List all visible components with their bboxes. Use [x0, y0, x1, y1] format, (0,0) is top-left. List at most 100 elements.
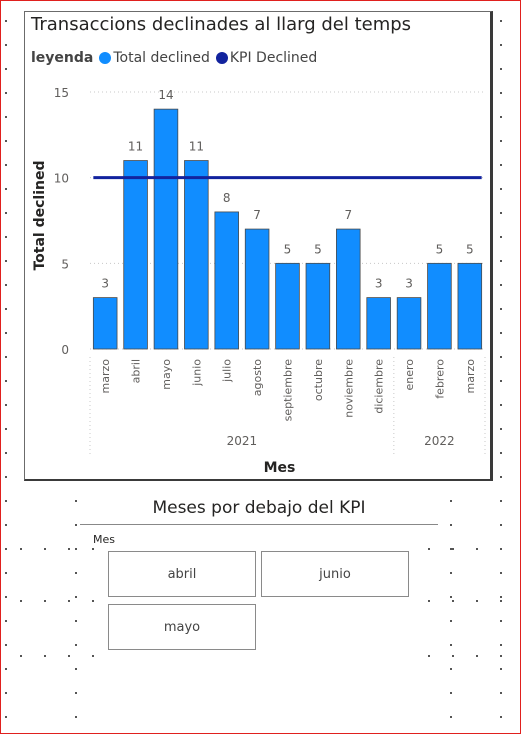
grid-dot: [5, 140, 7, 142]
y-tick-label: 0: [61, 343, 69, 357]
grid-dot: [5, 116, 7, 118]
x-tick-label: abril: [130, 359, 143, 383]
grid-dot: [5, 20, 7, 22]
chart-title: Transaccions declinades al llarg del tem…: [31, 14, 412, 35]
x-tick-label: marzo: [464, 359, 477, 394]
grid-dot: [5, 716, 7, 718]
grid-dot: [500, 548, 502, 550]
grid-dot: [500, 188, 502, 190]
bar-11: [427, 262, 452, 350]
grid-dot: [75, 500, 77, 502]
slicer-divider: [80, 524, 438, 525]
grid-dot: [75, 716, 77, 718]
grid-dot: [500, 380, 502, 382]
grid-dot: [5, 692, 7, 694]
slicer-option-junio[interactable]: junio: [261, 551, 409, 597]
x-tick-label: septiembre: [282, 359, 295, 422]
grid-dot: [500, 308, 502, 310]
slicer-field-label: Mes: [93, 533, 115, 546]
grid-dot: [68, 655, 70, 657]
x-axis-title: Mes: [264, 460, 296, 476]
x-tick-label: julio: [221, 359, 234, 383]
grid-dot: [5, 92, 7, 94]
grid-dot: [92, 655, 94, 657]
grid-dot: [500, 655, 502, 657]
grid-dot: [500, 284, 502, 286]
grid-dot: [5, 524, 7, 526]
grid-dot: [450, 692, 452, 694]
chart-plot: 0 5 10 15 Total declined 3 marzo 11 abril 14 mayo 1…: [32, 86, 486, 476]
bar-12: [457, 262, 483, 350]
grid-dot: [92, 548, 94, 550]
grid-dot: [500, 212, 502, 214]
grid-dot: [5, 428, 7, 430]
grid-dot: [500, 620, 502, 622]
data-label: 7: [253, 208, 261, 222]
grid-dot: [44, 600, 46, 602]
grid-dot: [44, 655, 46, 657]
grid-dot: [500, 524, 502, 526]
legend-label-total-declined: Total declined: [113, 50, 210, 66]
grid-dot: [20, 548, 22, 550]
bar-7: [305, 262, 331, 350]
grid-dot: [5, 260, 7, 262]
grid-dot: [450, 524, 452, 526]
y-tick-label: 10: [54, 172, 69, 186]
data-label: 7: [344, 208, 352, 222]
bar-chart-visual[interactable]: Transaccions declinades al llarg del tem…: [24, 11, 493, 481]
y-axis-title: Total declined: [32, 160, 48, 270]
x-tick-label: diciembre: [373, 359, 386, 414]
x-tick-label: mayo: [160, 359, 173, 390]
grid-dot: [500, 332, 502, 334]
legend-label-kpi-declined: KPI Declined: [229, 50, 318, 66]
grid-dot: [450, 572, 452, 574]
grid-dot: [68, 548, 70, 550]
grid-dot: [5, 572, 7, 574]
grid-dot: [75, 644, 77, 646]
data-label: 5: [466, 242, 474, 256]
grid-dot: [75, 620, 77, 622]
data-label: 3: [375, 277, 383, 291]
grid-dot: [500, 452, 502, 454]
grid-dot: [450, 644, 452, 646]
grid-dot: [75, 596, 77, 598]
grid-dot: [5, 68, 7, 70]
bar-5: [244, 228, 270, 350]
bar-10: [396, 297, 422, 350]
grid-dot: [500, 20, 502, 22]
grid-dot: [5, 332, 7, 334]
grid-dot: [5, 212, 7, 214]
grid-dot: [5, 356, 7, 358]
data-label: 5: [436, 242, 444, 256]
legend-title: leyenda: [31, 50, 94, 66]
grid-dot: [5, 548, 7, 550]
grid-dot: [450, 548, 452, 550]
x-tick-label: febrero: [433, 359, 446, 399]
grid-dot: [75, 572, 77, 574]
grid-dot: [428, 655, 430, 657]
grid-dot: [20, 655, 22, 657]
grid-dot: [68, 600, 70, 602]
slicer-option-abril[interactable]: abril: [108, 551, 256, 597]
bar-1: [123, 160, 148, 350]
grid-dot: [500, 500, 502, 502]
grid-dot: [5, 404, 7, 406]
slicer-option-mayo[interactable]: mayo: [108, 604, 256, 650]
grid-dot: [500, 116, 502, 118]
legend-item-kpi-declined[interactable]: KPI Declined: [215, 50, 318, 66]
grid-dot: [5, 236, 7, 238]
grid-dot: [500, 596, 502, 598]
grid-dot: [5, 164, 7, 166]
grid-dot: [450, 716, 452, 718]
grid-dot: [75, 692, 77, 694]
grid-dot: [75, 524, 77, 526]
grid-dot: [500, 600, 502, 602]
grid-dot: [75, 668, 77, 670]
x-tick-label: agosto: [251, 359, 264, 396]
data-label: 5: [314, 242, 322, 256]
x-tick-label: enero: [403, 359, 416, 391]
grid-dot: [500, 428, 502, 430]
grid-dot: [75, 548, 77, 550]
grid-dot: [500, 476, 502, 478]
legend-item-total-declined[interactable]: Total declined: [99, 50, 210, 66]
